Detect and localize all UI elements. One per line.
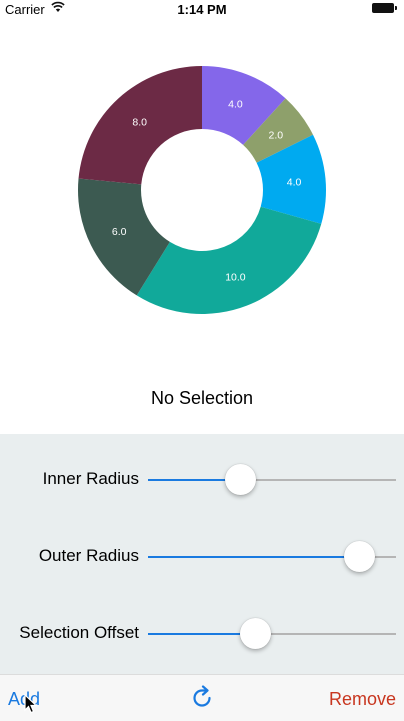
- donut-slice[interactable]: [77, 178, 170, 296]
- carrier-label: Carrier: [5, 2, 45, 17]
- slider-track: [148, 479, 396, 481]
- slider-track: [148, 633, 396, 635]
- donut-slice[interactable]: [202, 66, 286, 145]
- slider-thumb[interactable]: [239, 618, 271, 649]
- refresh-icon[interactable]: [189, 685, 215, 711]
- donut-slice[interactable]: [256, 134, 326, 224]
- outer-radius-slider[interactable]: [148, 541, 396, 572]
- donut-chart[interactable]: 4.0 2.0 4.0 10.0 6.0 8.0: [0, 50, 404, 330]
- selection-offset-label: Selection Offset: [19, 623, 139, 642]
- slider-thumb[interactable]: [343, 541, 375, 572]
- slider-thumb[interactable]: [224, 464, 256, 495]
- selection-offset-slider[interactable]: [148, 618, 396, 649]
- slice-value-label: 2.0: [269, 129, 284, 141]
- outer-radius-label: Outer Radius: [38, 546, 139, 565]
- slider-fill: [148, 633, 255, 635]
- slice-value-label: 4.0: [287, 176, 302, 188]
- controls-panel: Inner Radius Outer Radius Selection Offs…: [0, 434, 404, 674]
- donut-slice[interactable]: [136, 206, 322, 314]
- donut-slice[interactable]: [78, 66, 202, 185]
- slice-value-label: 8.0: [132, 117, 147, 129]
- donut-slice[interactable]: [243, 98, 314, 163]
- inner-radius-slider[interactable]: [148, 464, 396, 495]
- slider-fill: [148, 556, 359, 558]
- slider-fill: [148, 479, 240, 481]
- wifi-icon: [51, 1, 65, 12]
- battery-icon: [372, 3, 398, 14]
- outer-radius-row: Outer Radius: [0, 536, 404, 576]
- slice-value-label: 4.0: [228, 99, 243, 111]
- selection-label: No Selection: [150, 388, 254, 408]
- mouse-cursor-icon: [24, 694, 38, 714]
- inner-radius-label: Inner Radius: [42, 469, 139, 488]
- inner-radius-row: Inner Radius: [0, 459, 404, 499]
- slice-value-label: 10.0: [225, 271, 246, 283]
- donut-chart-svg: 4.0 2.0 4.0 10.0 6.0 8.0: [77, 66, 326, 314]
- bottom-toolbar: Add Remove: [0, 674, 404, 721]
- slice-value-label: 6.0: [112, 226, 127, 238]
- clock: 1:14 PM: [177, 2, 227, 17]
- remove-button[interactable]: Remove: [328, 689, 396, 709]
- status-bar: Carrier 1:14 PM: [0, 0, 404, 20]
- selection-offset-row: Selection Offset: [0, 613, 404, 653]
